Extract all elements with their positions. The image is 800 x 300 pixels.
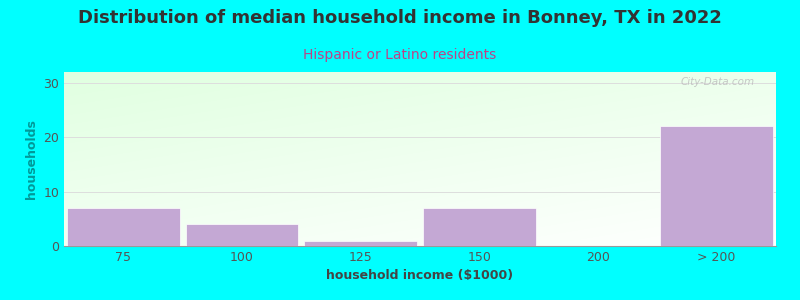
Bar	[67, 208, 180, 246]
Bar	[660, 126, 773, 246]
Text: City-Data.com: City-Data.com	[681, 77, 754, 87]
Text: Distribution of median household income in Bonney, TX in 2022: Distribution of median household income …	[78, 9, 722, 27]
Bar	[186, 224, 298, 246]
Bar	[423, 208, 536, 246]
Text: Hispanic or Latino residents: Hispanic or Latino residents	[303, 48, 497, 62]
Bar	[304, 241, 417, 246]
X-axis label: household income ($1000): household income ($1000)	[326, 269, 514, 282]
Y-axis label: households: households	[25, 119, 38, 199]
